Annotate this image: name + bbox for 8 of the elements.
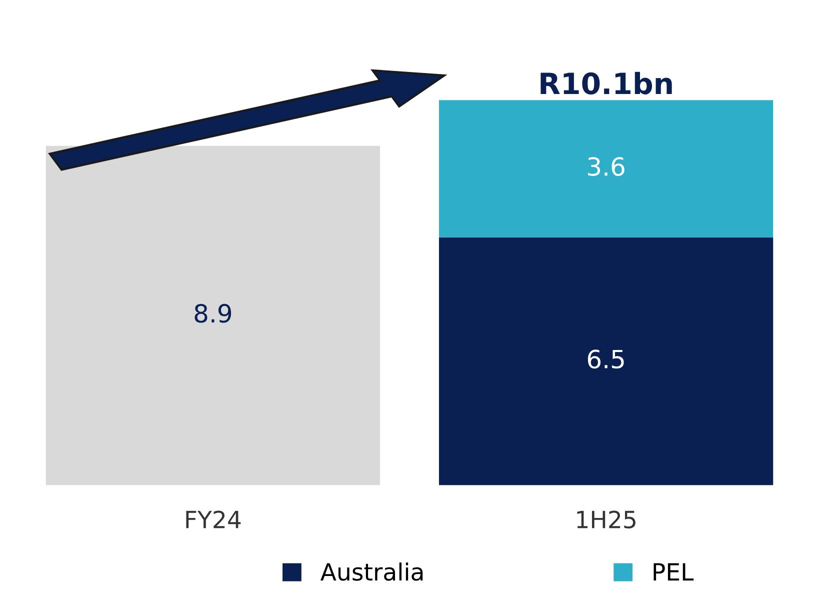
total-label: R10.1bn — [540, 72, 672, 94]
legend-label: Australia — [320, 562, 423, 581]
x-tick-label: 1H25 — [577, 510, 636, 528]
data-label: 6.5 — [588, 350, 624, 369]
x-tick-label: FY24 — [186, 510, 241, 528]
legend-label: PEL — [654, 563, 694, 580]
data-label: 3.6 — [588, 157, 624, 176]
data-label: 8.9 — [194, 304, 232, 323]
